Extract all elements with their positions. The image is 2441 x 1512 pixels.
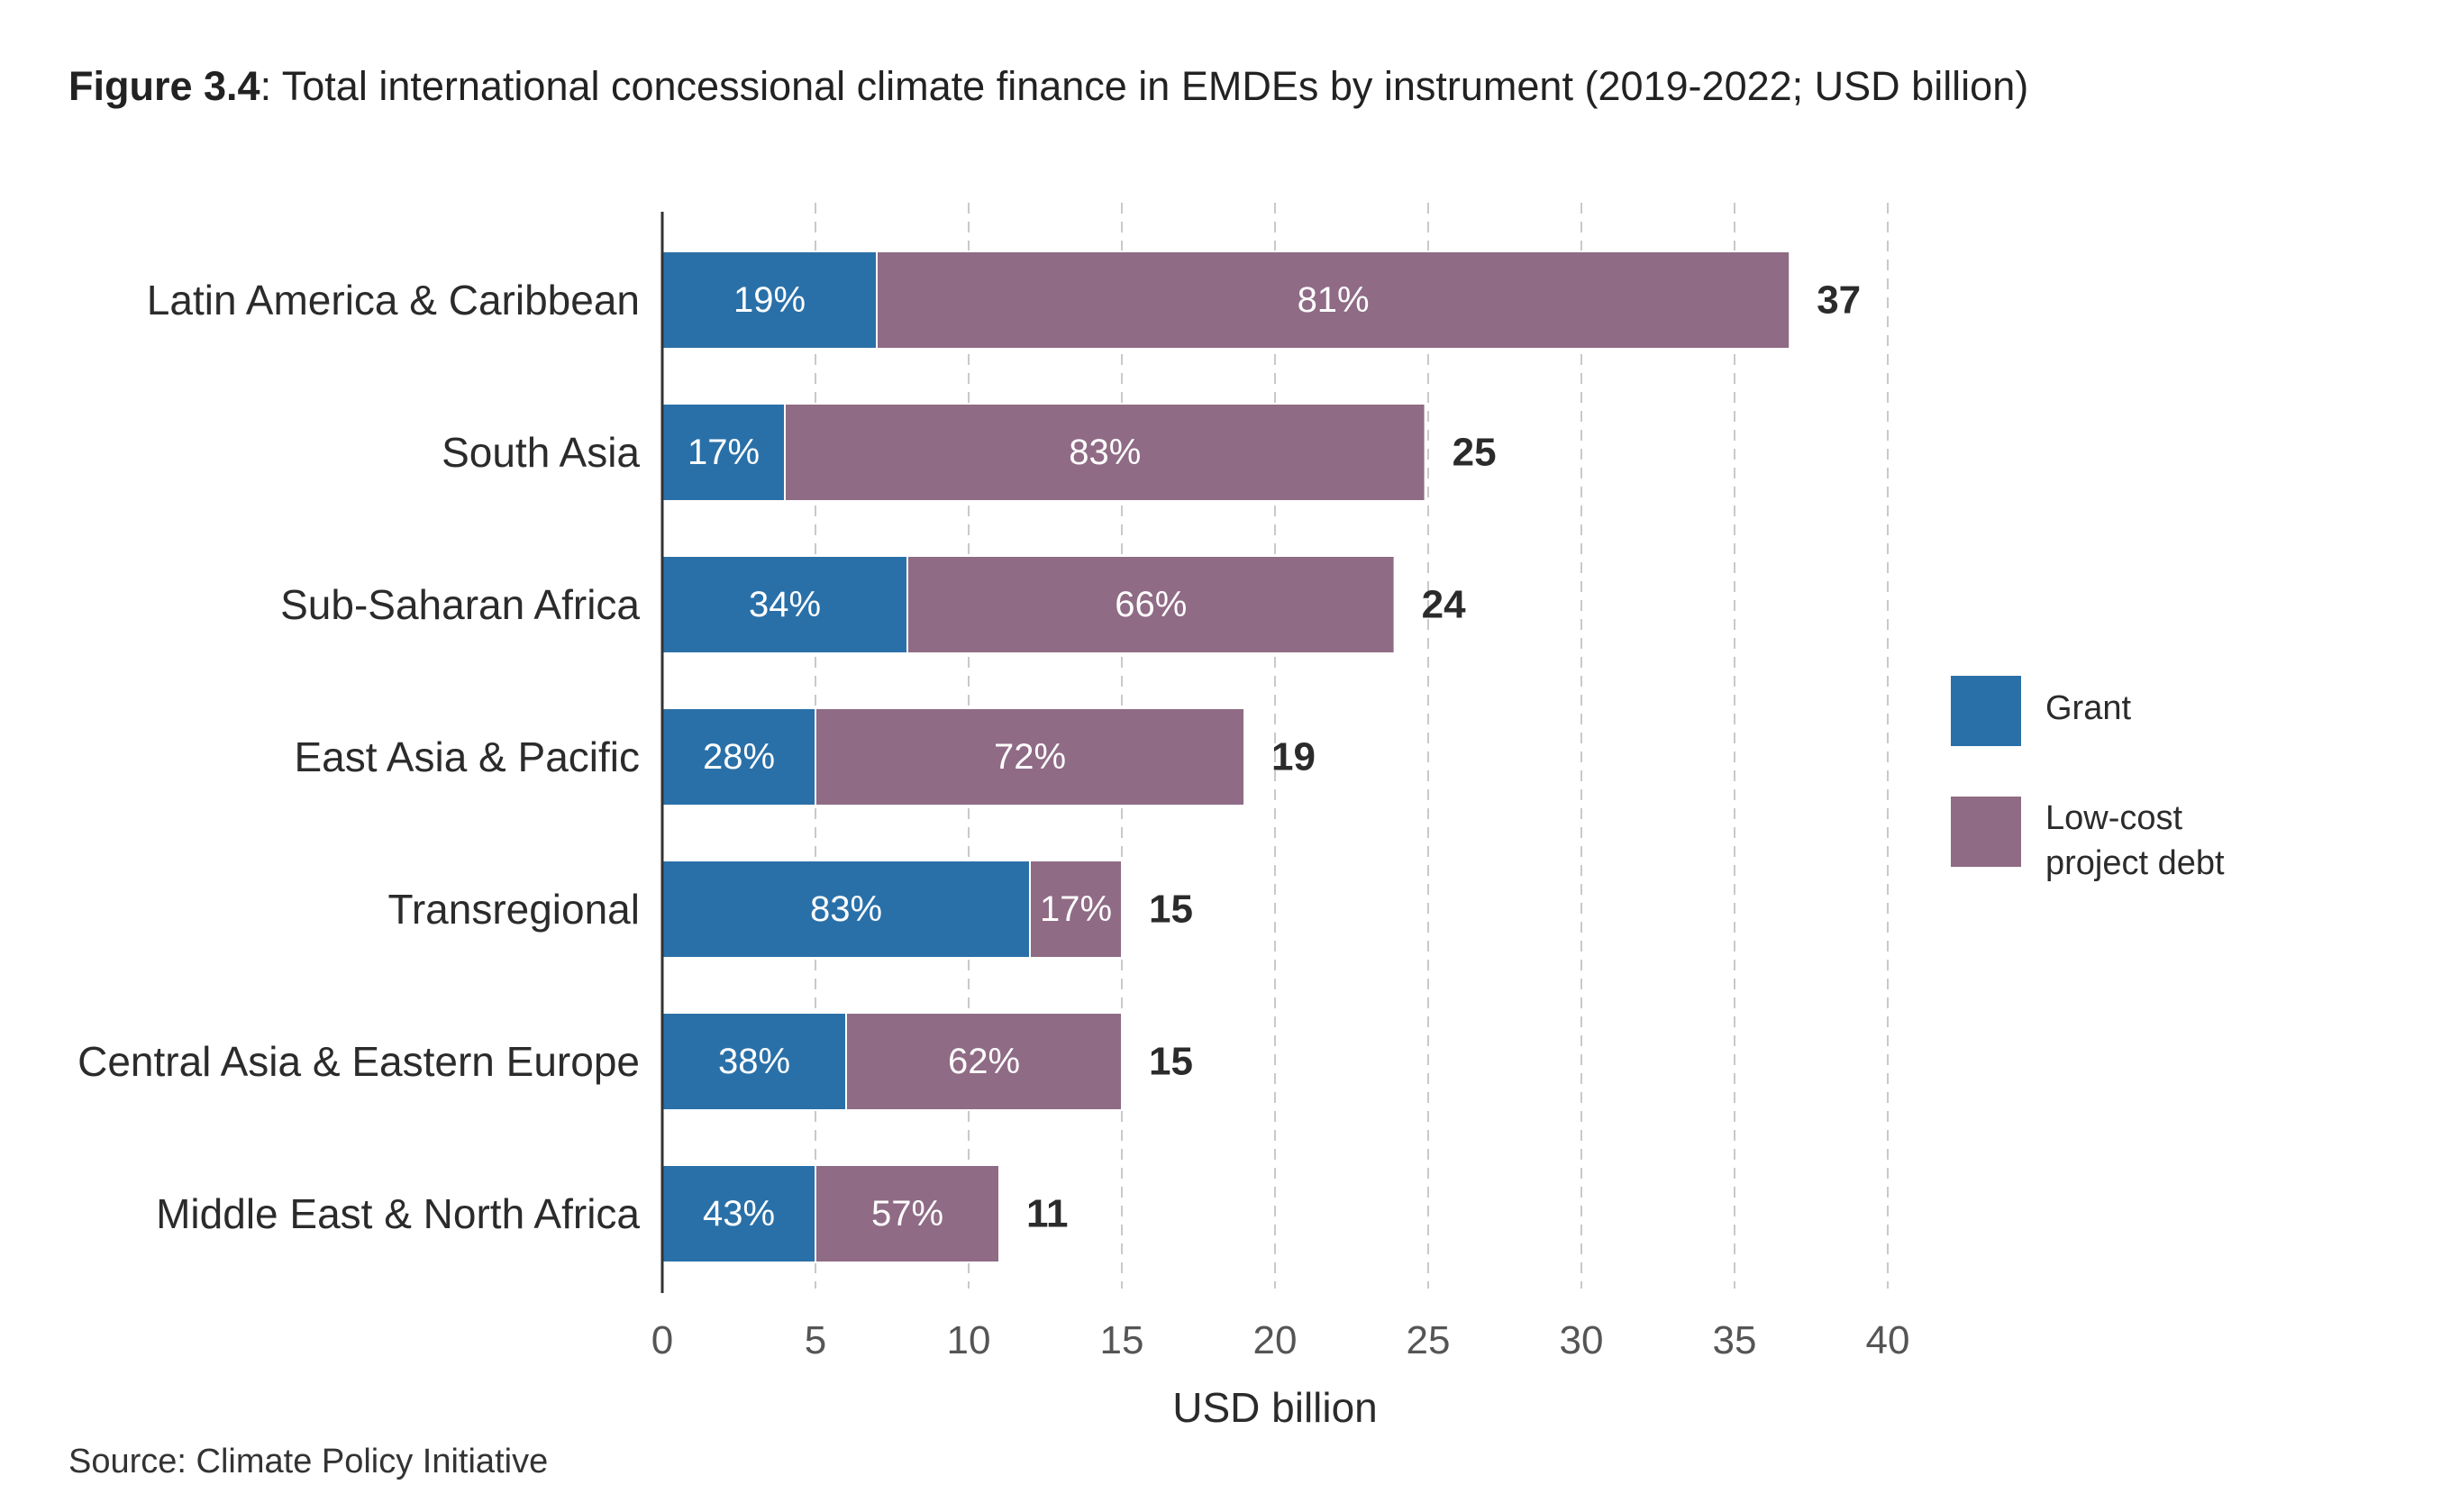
category-label: Latin America & Caribbean <box>147 277 640 323</box>
bar-total-label: 11 <box>1026 1192 1069 1236</box>
bar-grant <box>661 1012 847 1111</box>
bar-percent-label: 28% <box>703 737 775 777</box>
category-label: East Asia & Pacific <box>295 733 641 780</box>
legend: Grant Low-cost project debt <box>1951 676 2225 882</box>
bar-percent-label: 19% <box>733 280 806 320</box>
bar-low-cost-debt <box>876 250 1791 350</box>
figure-title-text: : Total international concessional clima… <box>260 63 2029 109</box>
bars: 19% 81% 37 17% 83% 25 34% 66% 24 28% 72% 19 83% 17% 15… <box>661 250 1861 1263</box>
bar-low-cost-debt <box>845 1012 1123 1111</box>
bar-low-cost-debt <box>1029 860 1123 959</box>
x-tick-label: 40 <box>1866 1318 1910 1362</box>
bar-percent-label: 83% <box>810 889 882 929</box>
category-label: Transregional <box>387 886 640 933</box>
legend-label: Low-cost <box>2045 799 2182 837</box>
bar-low-cost-debt <box>815 1164 1000 1263</box>
bar-percent-label: 34% <box>749 585 821 624</box>
bar-percent-label: 17% <box>1040 889 1112 929</box>
x-tick-label: 20 <box>1253 1318 1298 1362</box>
legend-label: project debt <box>2045 844 2225 882</box>
bar-percent-label: 43% <box>703 1194 775 1234</box>
bar-percent-label: 38% <box>718 1042 790 1081</box>
x-tick-label: 15 <box>1100 1318 1144 1362</box>
category-label: Middle East & North Africa <box>156 1190 640 1237</box>
x-tick-label: 10 <box>947 1318 991 1362</box>
bar-total-label: 37 <box>1817 278 1861 323</box>
x-tick-label: 5 <box>805 1318 826 1362</box>
legend-swatch-grant <box>1951 676 2021 746</box>
legend-label: Grant <box>2045 689 2131 727</box>
bar-low-cost-debt <box>784 403 1426 502</box>
category-label: Central Asia & Eastern Europe <box>77 1038 640 1085</box>
bar-percent-label: 81% <box>1298 280 1370 320</box>
category-label: Sub-Saharan Africa <box>280 581 640 628</box>
bar-grant <box>661 403 786 502</box>
bar-percent-label: 66% <box>1115 585 1187 624</box>
x-tick-label: 0 <box>651 1318 673 1362</box>
bar-percent-label: 72% <box>994 737 1066 777</box>
bar-low-cost-debt <box>906 555 1396 654</box>
figure-title: Figure 3.4: Total international concessi… <box>68 59 2028 114</box>
bar-total-label: 15 <box>1149 888 1193 932</box>
figure-title-prefix: Figure 3.4 <box>68 63 260 109</box>
axes: 0 5 10 15 20 25 30 35 40 USD billion Latin America… <box>77 212 1909 1431</box>
x-axis-title: USD billion <box>1172 1384 1378 1431</box>
x-tick-label: 35 <box>1713 1318 1757 1362</box>
bar-total-label: 15 <box>1149 1040 1193 1084</box>
bar-percent-label: 62% <box>948 1042 1020 1081</box>
x-tick-label: 25 <box>1407 1318 1451 1362</box>
bar-percent-label: 57% <box>871 1194 943 1234</box>
bar-grant <box>661 555 908 654</box>
bar-total-label: 24 <box>1422 583 1466 627</box>
bar-grant <box>661 250 878 350</box>
bar-total-label: 25 <box>1453 431 1497 475</box>
source-note: Source: Climate Policy Initiative <box>68 1443 549 1480</box>
bar-total-label: 19 <box>1271 735 1316 779</box>
bar-percent-label: 83% <box>1069 433 1141 472</box>
legend-swatch-low-cost-debt <box>1951 797 2021 867</box>
x-tick-label: 30 <box>1560 1318 1604 1362</box>
gridlines <box>815 203 1889 1289</box>
bar-low-cost-debt <box>815 707 1245 806</box>
bar-percent-label: 17% <box>688 433 760 472</box>
category-label: South Asia <box>442 429 640 476</box>
